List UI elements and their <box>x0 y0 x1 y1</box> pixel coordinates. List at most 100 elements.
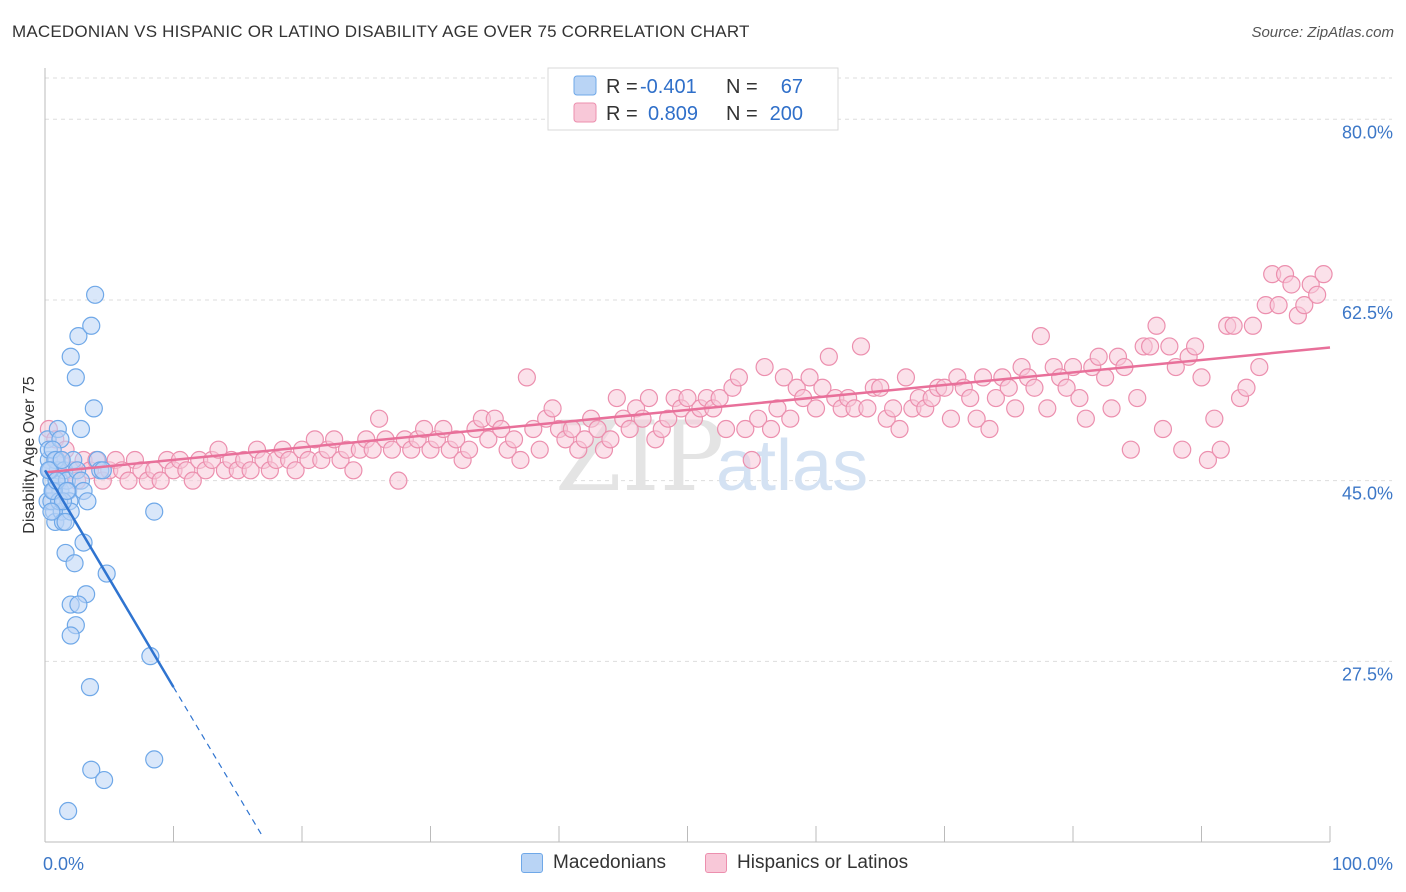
data-point-macedonians <box>82 760 101 779</box>
data-point-hispanics <box>183 471 202 490</box>
data-point-hispanics <box>639 388 659 408</box>
data-point-macedonians <box>82 316 101 335</box>
data-point-hispanics <box>1031 327 1050 346</box>
gridlines <box>45 77 1392 662</box>
data-point-macedonians <box>52 450 71 470</box>
data-point-hispanics <box>620 419 639 439</box>
data-point-hispanics <box>742 450 761 470</box>
data-point-hispanics <box>1224 316 1243 335</box>
data-point-hispanics <box>749 409 768 428</box>
data-point-hispanics <box>678 388 697 408</box>
data-point-hispanics <box>504 430 524 449</box>
data-point-hispanics <box>941 409 961 428</box>
bottom-legend-item-macedonians: Macedonians <box>521 852 666 874</box>
data-point-hispanics <box>530 440 549 459</box>
data-point-hispanics <box>1057 378 1076 397</box>
legend-swatch-hispanics <box>573 102 597 123</box>
data-point-hispanics <box>151 471 170 490</box>
data-point-hispanics <box>973 368 993 387</box>
legend-r-value-hispanics: 0.809 <box>648 103 698 125</box>
trend-line-hispanics <box>44 346 1331 474</box>
data-point-hispanics <box>1089 347 1108 366</box>
data-point-hispanics <box>414 419 434 439</box>
data-point-hispanics <box>858 399 877 418</box>
data-point-hispanics <box>736 419 755 439</box>
data-point-macedonians <box>69 595 88 614</box>
data-point-hispanics <box>1308 285 1327 304</box>
watermark-atlas: atlas <box>716 426 868 506</box>
data-point-hispanics <box>389 471 408 490</box>
data-point-macedonians <box>78 492 97 511</box>
data-point-hispanics <box>575 430 594 449</box>
data-point-hispanics <box>729 368 749 387</box>
data-point-macedonians <box>86 285 105 304</box>
data-point-hispanics <box>1128 388 1147 408</box>
data-point-hispanics <box>119 471 138 490</box>
trend-lines <box>43 346 1331 839</box>
trend-line-macedonians-extension <box>172 686 264 839</box>
data-point-hispanics <box>1314 265 1333 284</box>
data-point-hispanics <box>459 440 479 459</box>
data-point-hispanics <box>1006 399 1025 418</box>
y-tick-label: 62.5% <box>1342 303 1393 323</box>
legend-r-label-2: R = <box>606 103 638 125</box>
data-point-macedonians <box>59 801 78 821</box>
data-point-hispanics <box>382 440 402 459</box>
data-point-hispanics <box>1173 440 1192 459</box>
data-point-macedonians <box>80 678 100 697</box>
bottom-legend-label-macedonians: Macedonians <box>553 852 667 873</box>
data-point-hispanics <box>1121 440 1140 459</box>
data-point-hispanics <box>967 409 986 428</box>
bottom-legend-item-hispanics: Hispanics or Latinos <box>705 852 908 874</box>
data-point-hispanics <box>1243 316 1263 335</box>
data-point-hispanics <box>1250 357 1269 377</box>
data-point-hispanics <box>1237 378 1256 397</box>
data-point-hispanics <box>517 368 536 387</box>
x-tick-label-end: 100.0% <box>1332 854 1393 874</box>
legend: R = -0.401 N = 67 R = 0.809 N = 200 <box>547 67 839 131</box>
y-tick-label: 45.0% <box>1342 484 1393 504</box>
y-tick-label: 80.0% <box>1342 122 1393 142</box>
data-point-macedonians <box>145 750 164 769</box>
series-macedonians <box>38 285 164 821</box>
data-point-hispanics <box>1070 388 1089 408</box>
legend-n-label-2: N = <box>726 103 758 125</box>
data-point-hispanics <box>755 357 774 377</box>
data-point-hispanics <box>1205 409 1224 428</box>
tick-labels: 27.5% 45.0% 62.5% 80.0% 0.0% 100.0% <box>43 122 1393 874</box>
data-point-hispanics <box>1160 337 1179 356</box>
legend-n-value-hispanics: 200 <box>770 103 803 125</box>
data-point-hispanics <box>447 430 466 449</box>
data-point-hispanics <box>1185 337 1205 356</box>
data-point-hispanics <box>851 337 871 356</box>
data-point-hispanics <box>659 409 678 428</box>
legend-r-label-1: R = <box>606 76 638 98</box>
data-point-hispanics <box>511 450 530 470</box>
data-point-hispanics <box>588 419 607 439</box>
legend-swatch-macedonians <box>573 75 597 96</box>
legend-n-value-macedonians: 67 <box>781 76 803 98</box>
bottom-legend: Macedonians Hispanics or Latinos <box>0 852 1406 878</box>
data-point-hispanics <box>241 461 260 480</box>
data-point-macedonians <box>66 368 85 387</box>
legend-r-value-macedonians: -0.401 <box>640 76 697 98</box>
bottom-legend-swatch-macedonians <box>521 853 543 873</box>
data-point-hispanics <box>761 419 781 439</box>
x-tick-label-start: 0.0% <box>43 854 84 874</box>
data-point-macedonians <box>95 770 114 790</box>
data-point-hispanics <box>883 399 903 418</box>
data-point-hispanics <box>961 388 980 408</box>
data-point-hispanics <box>980 419 999 439</box>
data-point-macedonians <box>84 399 103 418</box>
data-point-macedonians <box>61 626 80 645</box>
data-point-hispanics <box>774 368 793 387</box>
data-point-hispanics <box>1282 275 1301 294</box>
data-point-hispanics <box>601 430 620 449</box>
data-point-hispanics <box>781 409 800 428</box>
data-point-hispanics <box>999 378 1018 397</box>
data-point-macedonians <box>56 512 75 532</box>
data-point-hispanics <box>344 461 363 480</box>
data-point-hispanics <box>1153 419 1173 439</box>
chart-title: MACEDONIAN VS HISPANIC OR LATINO DISABIL… <box>12 22 750 41</box>
